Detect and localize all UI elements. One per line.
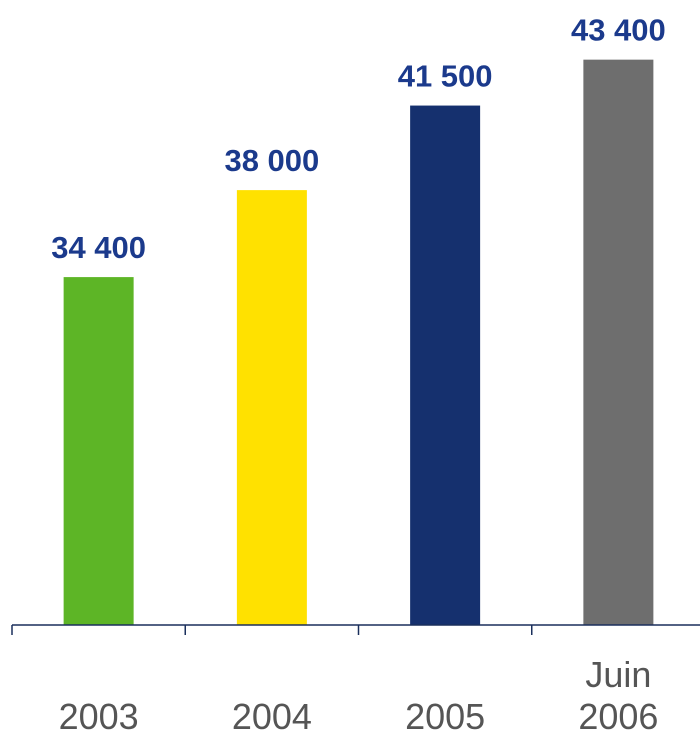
value-label: 41 500	[398, 59, 493, 94]
x-tick-label: 2005	[405, 696, 486, 737]
x-tick-label: Juin 2006	[578, 654, 659, 737]
x-tick-label: 2004	[231, 696, 312, 737]
bar	[63, 277, 134, 625]
bar	[583, 59, 654, 625]
value-label: 43 400	[571, 13, 666, 48]
bar	[236, 190, 307, 625]
x-tick-label: 2003	[58, 696, 139, 737]
value-label: 38 000	[224, 143, 319, 178]
bar	[410, 105, 481, 625]
value-label: 34 400	[51, 230, 146, 265]
